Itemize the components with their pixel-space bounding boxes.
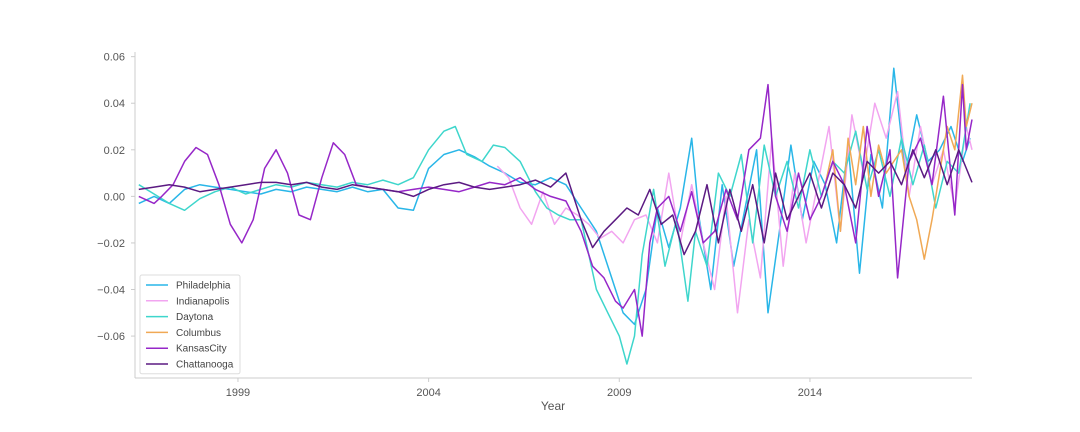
x-tick-label: 1999 xyxy=(226,387,250,399)
series-line-chattanooga xyxy=(138,149,973,256)
y-tick-label: −0.06 xyxy=(97,331,125,343)
series-layer xyxy=(138,67,973,365)
series-line-philadelphia xyxy=(138,67,971,326)
y-tick-label: 0.00 xyxy=(104,191,125,203)
legend-label: Philadelphia xyxy=(176,281,231,292)
legend-label: Daytona xyxy=(176,312,214,323)
legend: Philadelphia Indianapolis Daytona Columbus K… xyxy=(139,274,241,375)
x-axis-ticks: 1999 2004 2009 2014 xyxy=(226,378,822,399)
legend-label: Indianapolis xyxy=(176,296,229,307)
y-tick-label: 0.06 xyxy=(104,52,125,64)
x-tick-label: 2009 xyxy=(607,387,631,399)
legend-label: KansasCity xyxy=(176,344,227,355)
y-tick-label: 0.02 xyxy=(104,145,125,157)
x-axis-title: Year xyxy=(541,399,565,413)
x-tick-label: 2014 xyxy=(798,387,822,399)
y-tick-label: −0.02 xyxy=(97,238,125,250)
y-tick-label: 0.04 xyxy=(104,98,125,110)
legend-label: Columbus xyxy=(176,328,221,339)
x-tick-label: 2004 xyxy=(416,387,440,399)
series-line-columbus xyxy=(824,74,973,260)
series-line-indianapolis xyxy=(496,90,973,314)
series-line-kansascity xyxy=(138,83,973,337)
y-axis-ticks: 0.06 0.04 0.02 0.00 −0.02 −0.04 −0.06 xyxy=(97,52,135,343)
legend-label: Chattanooga xyxy=(176,360,234,371)
series-line-daytona xyxy=(138,103,971,365)
y-tick-label: −0.04 xyxy=(97,285,125,297)
legend-box xyxy=(139,274,241,375)
